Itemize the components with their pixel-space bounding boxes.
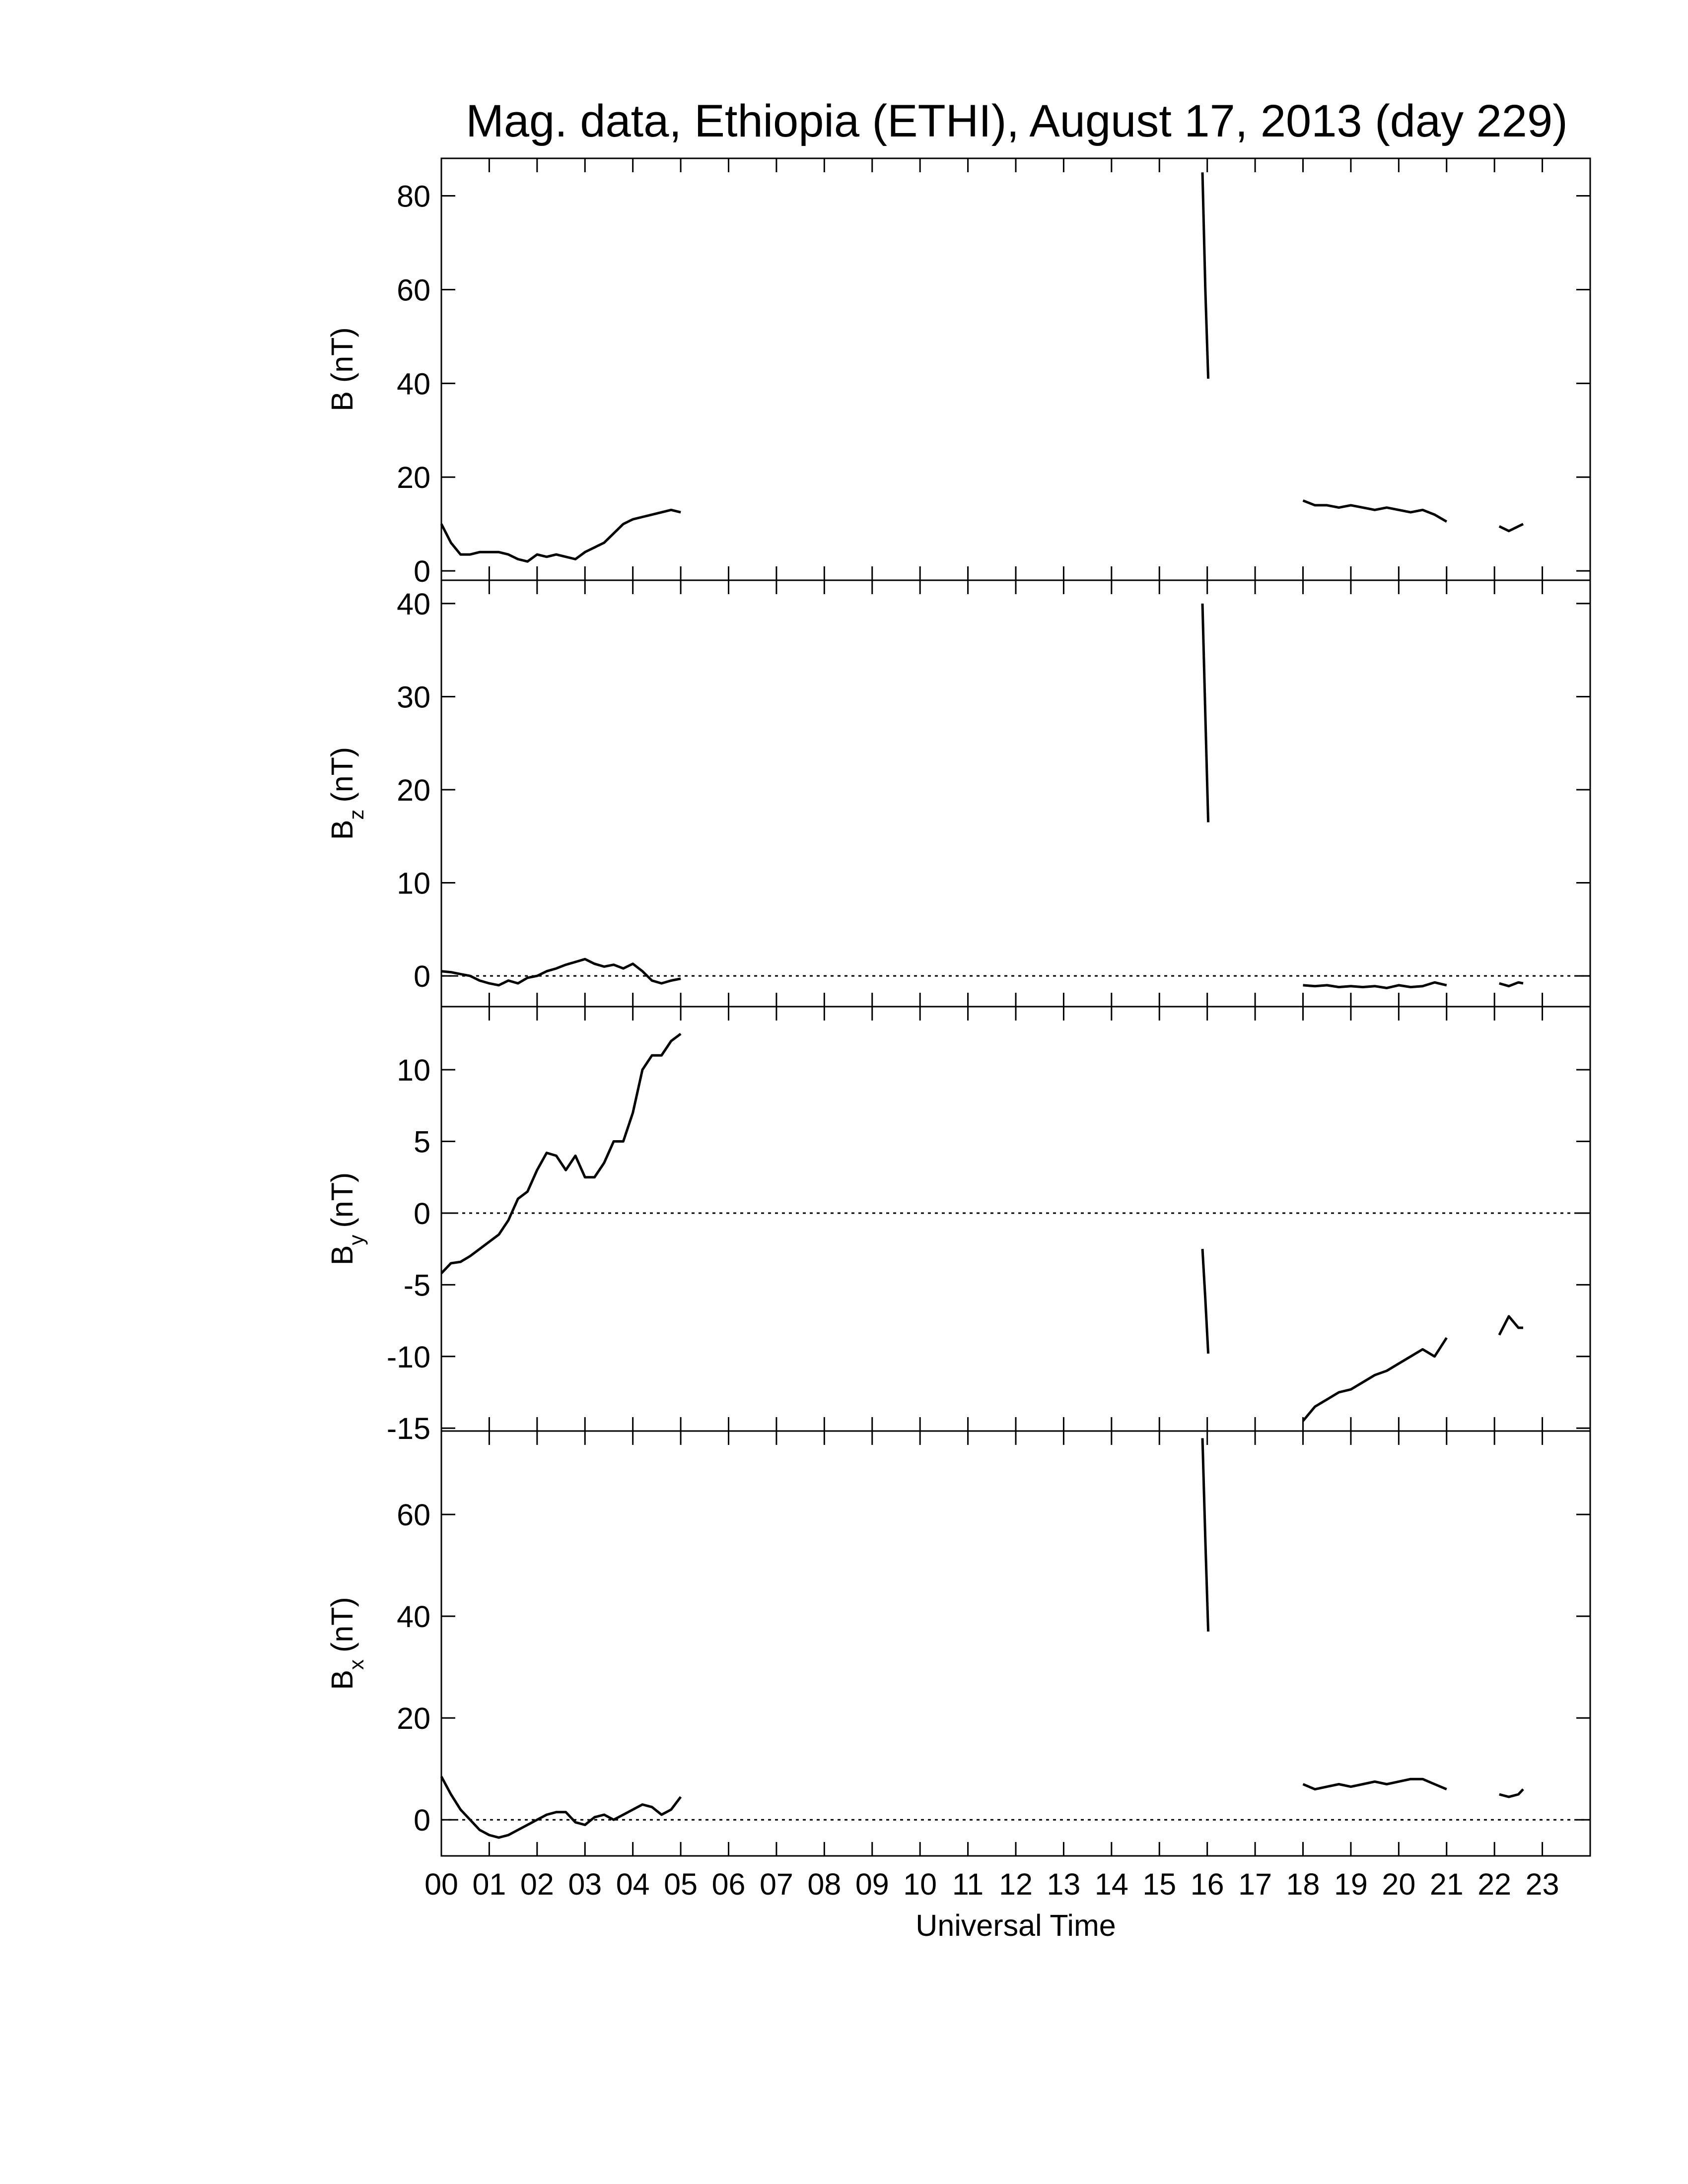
y-tick-label: 10: [397, 1053, 430, 1087]
panel: 0 20 40 60 80 B (nT): [325, 157, 1591, 588]
y-tick-label: 0: [414, 1197, 430, 1230]
x-tick-label: 00: [424, 1867, 458, 1901]
y-tick-label: 5: [414, 1125, 430, 1159]
data-line: [440, 1438, 1524, 1839]
y-tick-label: 20: [397, 1702, 430, 1735]
y-tick-label: 20: [397, 461, 430, 494]
x-tick-label: 19: [1334, 1867, 1368, 1901]
y-label-unit: (nT): [325, 1172, 359, 1228]
y-label-unit: (nT): [325, 1597, 359, 1652]
x-tick-label: 17: [1238, 1867, 1272, 1901]
x-tick-label: 04: [616, 1867, 650, 1901]
x-tick-label: 01: [472, 1867, 506, 1901]
y-tick-label: 60: [397, 1498, 430, 1532]
x-tick-label: 07: [760, 1867, 793, 1901]
y-axis-label: By (nT): [325, 1172, 368, 1266]
x-tick-label: 12: [999, 1867, 1033, 1901]
y-tick-label: -15: [387, 1412, 430, 1445]
x-tick-label: 08: [807, 1867, 841, 1901]
y-tick-label: 20: [397, 773, 430, 807]
x-tick-label: 06: [712, 1867, 746, 1901]
x-tick-label: 16: [1191, 1867, 1224, 1901]
y-label-unit: (nT): [325, 747, 359, 803]
data-line: [441, 603, 1524, 989]
figure-title: Mag. data, Ethiopia (ETHI), August 17, 2…: [466, 96, 1568, 146]
x-tick-label: 22: [1477, 1867, 1511, 1901]
y-tick-label: 60: [397, 273, 430, 307]
x-tick-label: 23: [1526, 1867, 1559, 1901]
y-tick-label: 80: [397, 180, 430, 213]
x-tick-label: 15: [1142, 1867, 1176, 1901]
x-tick-label: 10: [903, 1867, 937, 1901]
y-axis-label: B (nT): [325, 327, 359, 411]
panel: 0 20 40 60 00 01 02 03 04 05 06 07 08 09 10 11 12 13 14 15 1…: [325, 1430, 1591, 1942]
y-tick-label: 10: [397, 867, 430, 900]
x-tick-label: 21: [1430, 1867, 1464, 1901]
y-tick-label: -10: [387, 1340, 430, 1374]
y-tick-label: 40: [397, 1600, 430, 1634]
y-tick-label: 0: [414, 1803, 430, 1837]
y-label-sub: x: [345, 1659, 368, 1670]
data-line: [440, 1032, 1523, 1422]
panel: -15 -10 -5 0 5 10 By (nT): [325, 1006, 1591, 1445]
y-label-main: B: [325, 1245, 359, 1266]
y-label-main: B: [325, 1670, 359, 1690]
x-tick-label: 20: [1382, 1867, 1415, 1901]
y-label-sub: y: [345, 1235, 368, 1245]
y-axis-label: Bz (nT): [325, 747, 368, 840]
y-label-main: B (nT): [325, 327, 359, 411]
x-tick-label: 03: [568, 1867, 602, 1901]
x-tick-label: 02: [520, 1867, 554, 1901]
x-tick-label: 13: [1047, 1867, 1080, 1901]
data-line: [440, 172, 1524, 563]
x-axis-label: Universal Time: [915, 1909, 1116, 1942]
y-tick-label: 30: [397, 680, 430, 714]
y-label-main: B: [325, 820, 359, 840]
x-tick-label: 18: [1286, 1867, 1320, 1901]
x-tick-label: 11: [952, 1867, 984, 1901]
x-tick-label: 05: [664, 1867, 698, 1901]
y-label-sub: z: [345, 810, 368, 820]
y-tick-label: -5: [404, 1268, 430, 1302]
y-tick-label: 0: [414, 554, 430, 588]
y-tick-label: 0: [414, 959, 430, 993]
x-tick-label: 09: [855, 1867, 889, 1901]
y-tick-label: 40: [397, 367, 430, 401]
y-tick-label: 40: [397, 587, 430, 621]
y-axis-label: Bx (nT): [325, 1597, 368, 1690]
x-tick-label: 14: [1095, 1867, 1128, 1901]
